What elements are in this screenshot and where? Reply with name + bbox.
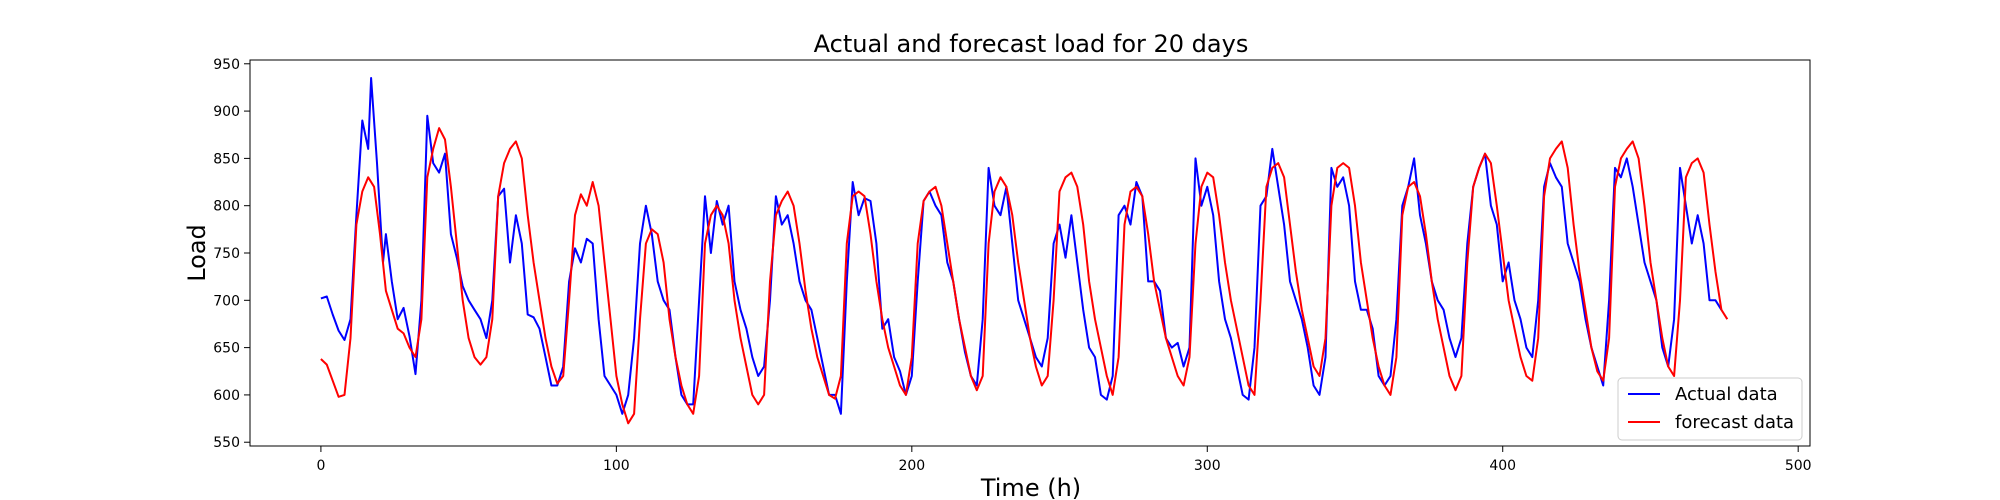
- legend-label-forecast: forecast data: [1675, 412, 1794, 433]
- series-line-actual: [320, 77, 1723, 415]
- legend-box: [1617, 377, 1803, 441]
- legend: Actual data forecast data: [1617, 377, 1803, 441]
- x-tick-label: 100: [603, 458, 630, 474]
- y-tick-label: 900: [213, 104, 240, 120]
- y-tick-label: 800: [213, 199, 240, 215]
- y-axis-label: Load: [183, 224, 211, 282]
- y-tick-label: 950: [213, 57, 240, 73]
- y-tick-label: 750: [213, 246, 240, 262]
- x-tick-label: 500: [1785, 458, 1812, 474]
- legend-label-actual: Actual data: [1675, 384, 1778, 405]
- x-tick-label: 400: [1489, 458, 1516, 474]
- x-tick-label: 300: [1194, 458, 1221, 474]
- y-tick-label: 600: [213, 388, 240, 404]
- y-tick-label: 700: [213, 293, 240, 309]
- x-axis-label: Time (h): [980, 474, 1081, 500]
- chart-title: Actual and forecast load for 20 days: [814, 30, 1249, 58]
- y-tick-label: 850: [213, 151, 240, 167]
- y-tick-label: 650: [213, 341, 240, 357]
- plot-frame: [249, 59, 1811, 447]
- plot-area: [320, 77, 1729, 425]
- x-tick-label: 200: [898, 458, 925, 474]
- series-line-forecast: [320, 127, 1729, 425]
- axis-ticks: 0 100 200 300 400 500 550 600 650 700 750 800 850 900…: [213, 57, 1811, 474]
- x-tick-label: 0: [316, 458, 325, 474]
- y-tick-label: 550: [213, 435, 240, 451]
